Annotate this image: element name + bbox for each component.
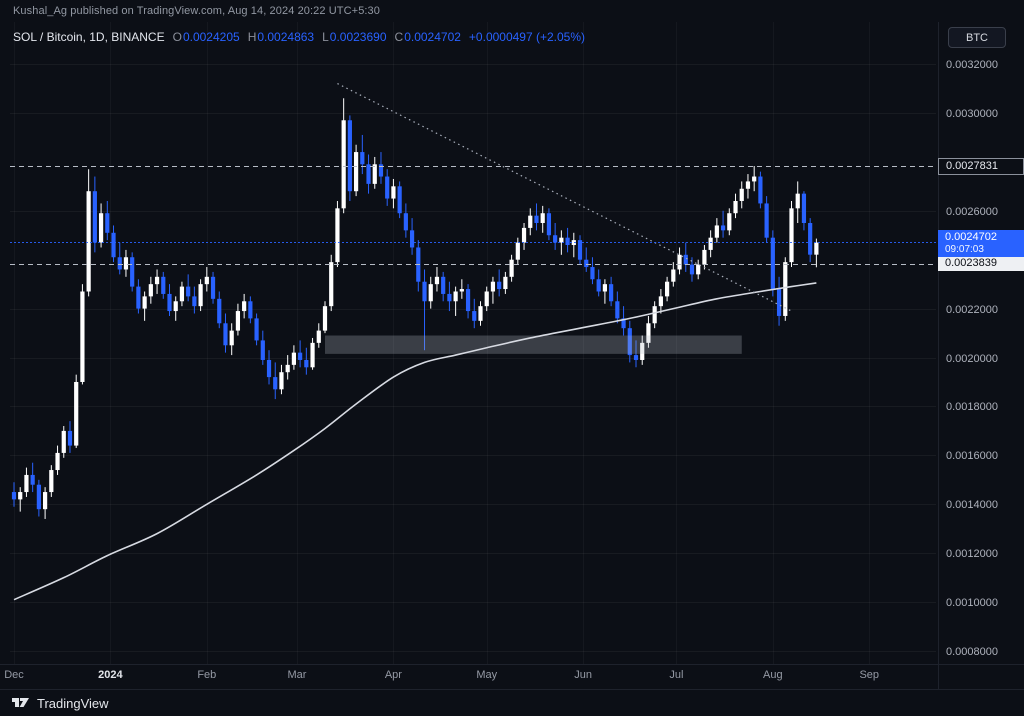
price-tick-label: 0.0032000 (946, 58, 998, 71)
time-tick-label: May (476, 669, 498, 681)
tradingview-logo-icon[interactable] (11, 696, 30, 711)
price-tick-label: 0.0018000 (946, 400, 998, 413)
time-tick-label: Sep (859, 669, 880, 681)
time-tick-label: Feb (197, 669, 217, 681)
price-tick-label: 0.0022000 (946, 303, 998, 316)
current-price-label: 0.0024702 09:07:03 (938, 229, 1024, 257)
current-price-value: 0.0024702 (945, 230, 997, 243)
candlestick-series (11, 98, 819, 519)
price-tick-label: 0.0010000 (946, 596, 998, 609)
price-tick-label: 0.0014000 (946, 498, 998, 511)
price-tick-label: 0.0020000 (946, 352, 998, 365)
time-tick-label: Jun (574, 669, 592, 681)
ohlc-low: L 0.0023690 (322, 30, 387, 44)
price-tick-label: 0.0012000 (946, 547, 998, 560)
supply-demand-zone[interactable] (325, 335, 742, 354)
currency-toggle-button[interactable]: BTC (948, 27, 1006, 48)
price-tick-label: 0.0026000 (946, 205, 998, 218)
time-axis[interactable]: Dec 2024 Feb Mar Apr May Jun Jul Aug Sep (0, 665, 938, 689)
grid (10, 22, 936, 664)
time-tick-label: Dec (4, 669, 24, 681)
footer-bar: TradingView (0, 690, 1024, 716)
price-axis-divider (938, 22, 939, 689)
price-tick-label: 0.0008000 (946, 645, 998, 658)
time-tick-label: Jul (669, 669, 684, 681)
ohlc-open: O 0.0024205 (172, 30, 240, 44)
tradingview-brand[interactable]: TradingView (37, 695, 109, 711)
symbol-title: SOL / Bitcoin, 1D, BINANCE (13, 30, 165, 44)
price-level-label: 0.0027831 (938, 157, 1024, 175)
footer-divider (0, 689, 1024, 690)
descending-trendline[interactable] (337, 83, 792, 312)
ohlc-close: C 0.0024702 (394, 30, 461, 44)
moving-average-line (13, 282, 817, 601)
time-axis-divider (0, 664, 1024, 665)
time-tick-label: 2024 (98, 669, 123, 681)
change-value: +0.0000497 (+2.05%) (468, 30, 586, 44)
price-axis[interactable]: 0.0032000 0.0030000 0.0026000 0.0022000 0.00… (938, 0, 1024, 689)
publish-info: Kushal_Ag published on TradingView.com, … (13, 5, 380, 17)
time-tick-label: Apr (384, 669, 402, 681)
time-tick-label: Aug (763, 669, 783, 681)
time-tick-label: Mar (287, 669, 307, 681)
ohlc-high: H 0.0024863 (247, 30, 315, 44)
price-level-label: 0.0023839 (938, 255, 1024, 271)
price-tick-label: 0.0030000 (946, 107, 998, 120)
price-tick-label: 0.0016000 (946, 449, 998, 462)
bar-countdown: 09:07:03 (945, 243, 984, 255)
